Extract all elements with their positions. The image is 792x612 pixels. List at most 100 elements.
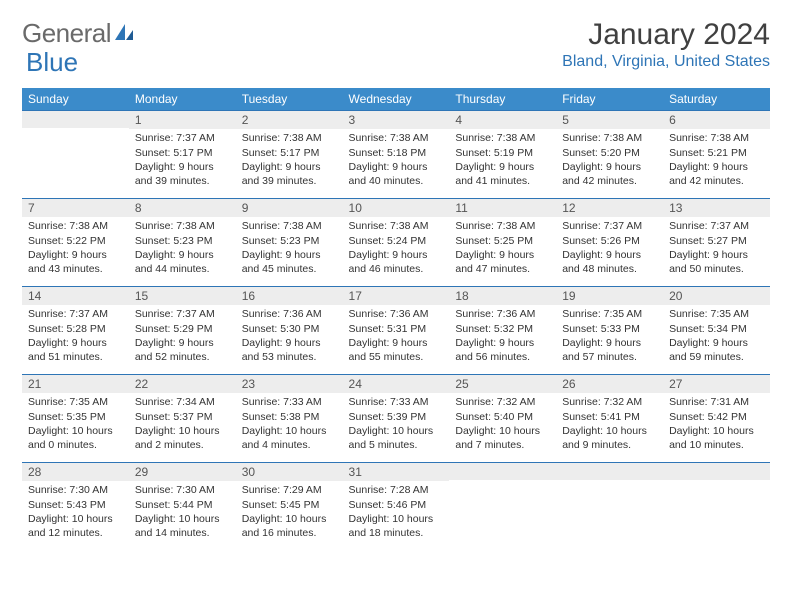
- calendar-day-cell: 2Sunrise: 7:38 AMSunset: 5:17 PMDaylight…: [236, 111, 343, 199]
- calendar-week-row: 1Sunrise: 7:37 AMSunset: 5:17 PMDaylight…: [22, 111, 770, 199]
- calendar-day-cell: 19Sunrise: 7:35 AMSunset: 5:33 PMDayligh…: [556, 287, 663, 375]
- calendar-day-cell: 1Sunrise: 7:37 AMSunset: 5:17 PMDaylight…: [129, 111, 236, 199]
- day-details: Sunrise: 7:37 AMSunset: 5:26 PMDaylight:…: [556, 217, 663, 280]
- day-number: 23: [236, 375, 343, 393]
- month-title: January 2024: [562, 18, 770, 51]
- day-number: 3: [343, 111, 450, 129]
- day-number: [556, 463, 663, 480]
- day-number: 25: [449, 375, 556, 393]
- calendar-empty-cell: [449, 463, 556, 551]
- day-details: Sunrise: 7:38 AMSunset: 5:23 PMDaylight:…: [236, 217, 343, 280]
- calendar-day-cell: 22Sunrise: 7:34 AMSunset: 5:37 PMDayligh…: [129, 375, 236, 463]
- day-number: 19: [556, 287, 663, 305]
- calendar-day-cell: 21Sunrise: 7:35 AMSunset: 5:35 PMDayligh…: [22, 375, 129, 463]
- day-details: Sunrise: 7:32 AMSunset: 5:40 PMDaylight:…: [449, 393, 556, 456]
- weekday-header: Sunday: [22, 88, 129, 111]
- day-details: Sunrise: 7:38 AMSunset: 5:19 PMDaylight:…: [449, 129, 556, 192]
- calendar-empty-cell: [22, 111, 129, 199]
- day-details: Sunrise: 7:36 AMSunset: 5:30 PMDaylight:…: [236, 305, 343, 368]
- weekday-header: Friday: [556, 88, 663, 111]
- calendar-table: SundayMondayTuesdayWednesdayThursdayFrid…: [22, 88, 770, 551]
- day-details: Sunrise: 7:38 AMSunset: 5:22 PMDaylight:…: [22, 217, 129, 280]
- calendar-day-cell: 31Sunrise: 7:28 AMSunset: 5:46 PMDayligh…: [343, 463, 450, 551]
- day-number: 5: [556, 111, 663, 129]
- weekday-row: SundayMondayTuesdayWednesdayThursdayFrid…: [22, 88, 770, 111]
- day-details: Sunrise: 7:37 AMSunset: 5:27 PMDaylight:…: [663, 217, 770, 280]
- calendar-day-cell: 25Sunrise: 7:32 AMSunset: 5:40 PMDayligh…: [449, 375, 556, 463]
- day-number: 22: [129, 375, 236, 393]
- calendar-week-row: 14Sunrise: 7:37 AMSunset: 5:28 PMDayligh…: [22, 287, 770, 375]
- day-number: 2: [236, 111, 343, 129]
- calendar-page: General January 2024 Bland, Virginia, Un…: [0, 0, 792, 569]
- calendar-day-cell: 14Sunrise: 7:37 AMSunset: 5:28 PMDayligh…: [22, 287, 129, 375]
- day-number: [449, 463, 556, 480]
- day-details: Sunrise: 7:29 AMSunset: 5:45 PMDaylight:…: [236, 481, 343, 544]
- weekday-header: Monday: [129, 88, 236, 111]
- day-number: 26: [556, 375, 663, 393]
- calendar-day-cell: 13Sunrise: 7:37 AMSunset: 5:27 PMDayligh…: [663, 199, 770, 287]
- weekday-header: Tuesday: [236, 88, 343, 111]
- calendar-week-row: 7Sunrise: 7:38 AMSunset: 5:22 PMDaylight…: [22, 199, 770, 287]
- day-details: Sunrise: 7:37 AMSunset: 5:28 PMDaylight:…: [22, 305, 129, 368]
- calendar-empty-cell: [663, 463, 770, 551]
- calendar-day-cell: 12Sunrise: 7:37 AMSunset: 5:26 PMDayligh…: [556, 199, 663, 287]
- calendar-day-cell: 24Sunrise: 7:33 AMSunset: 5:39 PMDayligh…: [343, 375, 450, 463]
- day-details: Sunrise: 7:28 AMSunset: 5:46 PMDaylight:…: [343, 481, 450, 544]
- day-details: Sunrise: 7:33 AMSunset: 5:39 PMDaylight:…: [343, 393, 450, 456]
- day-details: Sunrise: 7:37 AMSunset: 5:17 PMDaylight:…: [129, 129, 236, 192]
- day-number: 7: [22, 199, 129, 217]
- title-block: January 2024 Bland, Virginia, United Sta…: [562, 18, 770, 71]
- calendar-day-cell: 10Sunrise: 7:38 AMSunset: 5:24 PMDayligh…: [343, 199, 450, 287]
- calendar-day-cell: 16Sunrise: 7:36 AMSunset: 5:30 PMDayligh…: [236, 287, 343, 375]
- day-number: [22, 111, 129, 128]
- day-number: 4: [449, 111, 556, 129]
- calendar-head: SundayMondayTuesdayWednesdayThursdayFrid…: [22, 88, 770, 111]
- calendar-day-cell: 5Sunrise: 7:38 AMSunset: 5:20 PMDaylight…: [556, 111, 663, 199]
- calendar-body: 1Sunrise: 7:37 AMSunset: 5:17 PMDaylight…: [22, 111, 770, 551]
- day-number: 20: [663, 287, 770, 305]
- calendar-day-cell: 20Sunrise: 7:35 AMSunset: 5:34 PMDayligh…: [663, 287, 770, 375]
- day-number: 9: [236, 199, 343, 217]
- day-number: 29: [129, 463, 236, 481]
- calendar-day-cell: 27Sunrise: 7:31 AMSunset: 5:42 PMDayligh…: [663, 375, 770, 463]
- day-number: 31: [343, 463, 450, 481]
- day-details: Sunrise: 7:35 AMSunset: 5:33 PMDaylight:…: [556, 305, 663, 368]
- day-details: Sunrise: 7:38 AMSunset: 5:23 PMDaylight:…: [129, 217, 236, 280]
- day-number: 27: [663, 375, 770, 393]
- calendar-day-cell: 3Sunrise: 7:38 AMSunset: 5:18 PMDaylight…: [343, 111, 450, 199]
- calendar-day-cell: 11Sunrise: 7:38 AMSunset: 5:25 PMDayligh…: [449, 199, 556, 287]
- calendar-day-cell: 8Sunrise: 7:38 AMSunset: 5:23 PMDaylight…: [129, 199, 236, 287]
- day-number: 8: [129, 199, 236, 217]
- day-number: 11: [449, 199, 556, 217]
- logo-text-general: General: [22, 18, 111, 49]
- day-details: Sunrise: 7:36 AMSunset: 5:32 PMDaylight:…: [449, 305, 556, 368]
- day-details: Sunrise: 7:30 AMSunset: 5:44 PMDaylight:…: [129, 481, 236, 544]
- day-number: [663, 463, 770, 480]
- day-details: Sunrise: 7:38 AMSunset: 5:17 PMDaylight:…: [236, 129, 343, 192]
- day-details: Sunrise: 7:38 AMSunset: 5:18 PMDaylight:…: [343, 129, 450, 192]
- day-details: Sunrise: 7:38 AMSunset: 5:25 PMDaylight:…: [449, 217, 556, 280]
- calendar-day-cell: 23Sunrise: 7:33 AMSunset: 5:38 PMDayligh…: [236, 375, 343, 463]
- logo-sail-icon: [113, 18, 135, 49]
- location-subtitle: Bland, Virginia, United States: [562, 53, 770, 71]
- weekday-header: Thursday: [449, 88, 556, 111]
- calendar-day-cell: 30Sunrise: 7:29 AMSunset: 5:45 PMDayligh…: [236, 463, 343, 551]
- day-details: Sunrise: 7:37 AMSunset: 5:29 PMDaylight:…: [129, 305, 236, 368]
- calendar-week-row: 28Sunrise: 7:30 AMSunset: 5:43 PMDayligh…: [22, 463, 770, 551]
- calendar-day-cell: 6Sunrise: 7:38 AMSunset: 5:21 PMDaylight…: [663, 111, 770, 199]
- day-details: Sunrise: 7:36 AMSunset: 5:31 PMDaylight:…: [343, 305, 450, 368]
- day-number: 18: [449, 287, 556, 305]
- day-details: Sunrise: 7:30 AMSunset: 5:43 PMDaylight:…: [22, 481, 129, 544]
- day-details: Sunrise: 7:38 AMSunset: 5:20 PMDaylight:…: [556, 129, 663, 192]
- calendar-day-cell: 4Sunrise: 7:38 AMSunset: 5:19 PMDaylight…: [449, 111, 556, 199]
- day-number: 21: [22, 375, 129, 393]
- logo: General: [22, 18, 135, 49]
- calendar-day-cell: 18Sunrise: 7:36 AMSunset: 5:32 PMDayligh…: [449, 287, 556, 375]
- calendar-day-cell: 15Sunrise: 7:37 AMSunset: 5:29 PMDayligh…: [129, 287, 236, 375]
- calendar-day-cell: 7Sunrise: 7:38 AMSunset: 5:22 PMDaylight…: [22, 199, 129, 287]
- day-details: Sunrise: 7:38 AMSunset: 5:21 PMDaylight:…: [663, 129, 770, 192]
- day-number: 17: [343, 287, 450, 305]
- calendar-day-cell: 28Sunrise: 7:30 AMSunset: 5:43 PMDayligh…: [22, 463, 129, 551]
- day-details: Sunrise: 7:35 AMSunset: 5:34 PMDaylight:…: [663, 305, 770, 368]
- calendar-day-cell: 17Sunrise: 7:36 AMSunset: 5:31 PMDayligh…: [343, 287, 450, 375]
